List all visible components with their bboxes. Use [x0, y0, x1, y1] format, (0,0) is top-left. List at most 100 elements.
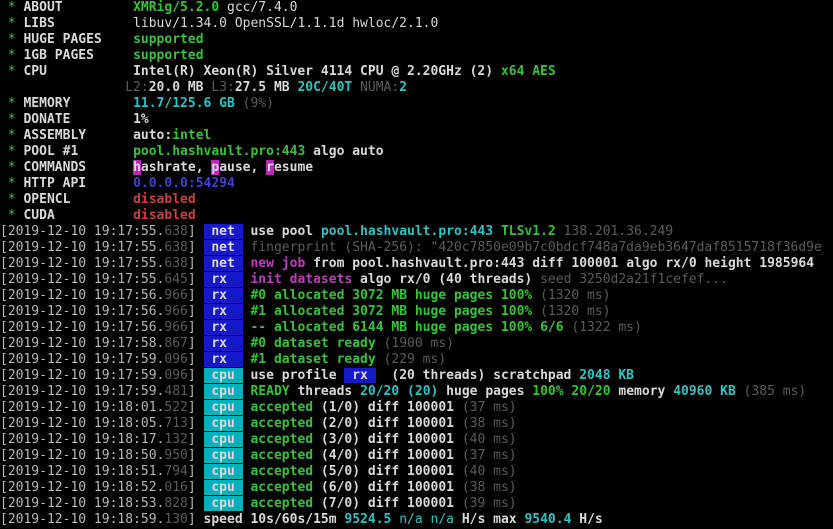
log-segment: OPENCL: [23, 192, 71, 207]
log-segment: H/s: [571, 512, 603, 527]
log-segment: [0, 80, 125, 95]
log-segment: [2019-12-10 19:18:50.: [0, 448, 165, 463]
log-segment: net: [203, 224, 243, 239]
log-segment: ]: [187, 384, 196, 399]
log-segment: diff: [524, 256, 572, 271]
log-segment: speed: [203, 512, 243, 527]
log-segment: 9524.5: [344, 512, 392, 527]
log-segment: ause,: [219, 160, 267, 175]
log-segment: ]: [187, 304, 196, 319]
log-segment: 522: [164, 400, 188, 415]
log-segment: [2019-12-10 19:18:05.: [0, 416, 165, 431]
log-segment: 481: [164, 384, 188, 399]
log-dataset-1: [2019-12-10 19:17:59.096] rx #1 dataset …: [0, 352, 833, 368]
config-http-api: * HTTP API 0.0.0.0:54294: [0, 176, 833, 192]
config-donate: * DONATE 1%: [0, 112, 833, 128]
config-about: * ABOUT XMRig/5.2.0 gcc/7.4.0: [0, 0, 833, 16]
log-segment: ]: [187, 240, 196, 255]
log-segment: algo: [618, 256, 666, 271]
log-segment: [196, 368, 204, 383]
log-segment: CUDA: [23, 208, 55, 223]
log-segment: 100001: [407, 448, 462, 463]
log-segment: ]: [187, 272, 196, 287]
log-fingerprint: [2019-12-10 19:17:55.638] net fingerprin…: [0, 240, 833, 256]
log-segment: [196, 288, 204, 303]
log-segment: ]: [187, 416, 196, 431]
log-segment: rx: [344, 368, 376, 383]
config-libs: * LIBS libuv/1.34.0 OpenSSL/1.1.1d hwloc…: [0, 16, 833, 32]
log-segment: accepted: [250, 432, 314, 447]
log-segment: ]: [187, 368, 196, 383]
log-segment: ]: [187, 512, 196, 527]
log-segment: ]: [187, 432, 196, 447]
log-segment: esume: [273, 160, 314, 175]
log-segment: HTTP API: [23, 176, 87, 191]
log-segment: ]: [187, 288, 196, 303]
log-segment: ]: [187, 336, 196, 351]
log-segment: disabled: [133, 208, 196, 223]
log-segment: 100% 20/20: [532, 384, 611, 399]
log-accepted-7: [2019-12-10 19:18:53.828] cpu accepted (…: [0, 496, 833, 512]
log-segment: ASSEMBLY: [23, 128, 87, 143]
log-segment: [2019-12-10 19:17:56.: [0, 288, 165, 303]
log-segment: ABOUT: [23, 0, 63, 15]
log-segment: 950: [164, 448, 188, 463]
config-cuda: * CUDA disabled: [0, 208, 833, 224]
log-segment: *: [0, 160, 24, 175]
log-segment: ]: [187, 480, 196, 495]
log-segment: 10s/60s/15m: [242, 512, 345, 527]
log-segment: [196, 384, 204, 399]
log-segment: 867: [164, 336, 188, 351]
log-accepted-4: [2019-12-10 19:18:50.950] cpu accepted (…: [0, 448, 833, 464]
log-segment: 713: [164, 416, 188, 431]
log-segment: accepted: [250, 416, 314, 431]
log-segment: [196, 464, 204, 479]
log-segment: 100001: [407, 416, 462, 431]
log-segment: [196, 448, 204, 463]
log-segment: [2019-12-10 19:17:56.: [0, 320, 165, 335]
log-segment: [55, 16, 133, 31]
log-segment: #0 allocated 3072 MB huge pages 100%: [250, 288, 541, 303]
log-segment: [102, 32, 133, 47]
log-segment: (5/0) diff: [313, 464, 408, 479]
log-segment: algo: [352, 272, 400, 287]
config-cpu-cache: L2:20.0 MB L3:27.5 MB 20C/40T NUMA:2: [0, 80, 833, 96]
log-segment: 645: [164, 272, 188, 287]
log-segment: 130: [164, 512, 188, 527]
log-segment: 11.7/125.6 GB: [133, 96, 243, 111]
log-segment: *: [0, 32, 24, 47]
log-segment: (9%): [242, 96, 274, 111]
log-segment: [196, 400, 204, 415]
log-segment: accepted: [250, 496, 314, 511]
log-segment: [2019-12-10 19:17:59.: [0, 384, 165, 399]
log-segment: [2019-12-10 19:17:56.: [0, 304, 165, 319]
log-segment: cpu: [203, 480, 243, 495]
log-segment: [196, 272, 204, 287]
log-segment: [2019-12-10 19:17:55.: [0, 272, 165, 287]
log-segment: ]: [187, 256, 196, 271]
log-segment: intel: [172, 128, 212, 143]
log-segment: 20C/40T: [297, 80, 361, 95]
config-1gb-pages: * 1GB PAGES supported: [0, 48, 833, 64]
log-segment: [2019-12-10 19:18:53.: [0, 496, 165, 511]
log-segment: from: [305, 256, 353, 271]
log-segment: [196, 240, 204, 255]
log-segment: disabled: [133, 192, 196, 207]
log-segment: (20 threads) scratchpad: [375, 368, 580, 383]
log-segment: ]: [187, 224, 196, 239]
log-segment: new job: [250, 256, 306, 271]
log-segment: rx/0: [399, 272, 431, 287]
log-segment: *: [0, 64, 24, 79]
config-opencl: * OPENCL disabled: [0, 192, 833, 208]
log-alloc-0: [2019-12-10 19:17:56.966] rx #0 allocate…: [0, 288, 833, 304]
log-segment: rx: [203, 288, 243, 303]
log-segment: rx: [203, 336, 243, 351]
log-segment: 966: [164, 288, 188, 303]
log-segment: [86, 160, 133, 175]
log-segment: (37 ms): [461, 400, 517, 415]
log-segment: pool.hashvault.pro:443: [320, 224, 501, 239]
log-segment: seed 3250d2a21f1cefef...: [540, 272, 728, 287]
log-segment: *: [0, 112, 24, 127]
log-segment: pool.hashvault.pro:443: [352, 256, 525, 271]
log-segment: [2019-12-10 19:17:55.: [0, 240, 165, 255]
